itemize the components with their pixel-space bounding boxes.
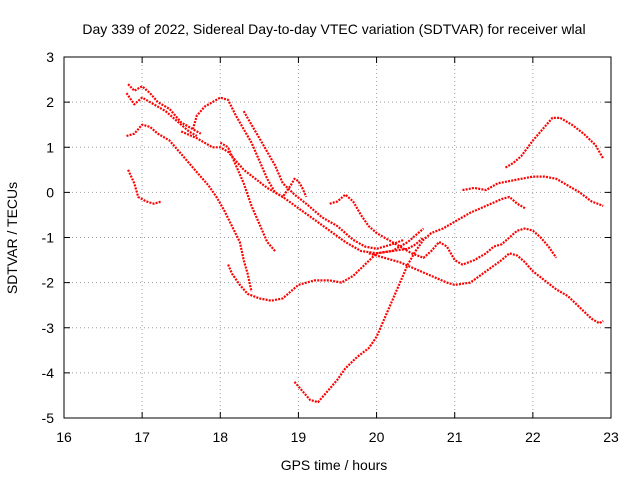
- x-tick-label: 20: [369, 429, 385, 445]
- series-arc-10: [329, 193, 558, 266]
- y-tick-label: -2: [42, 275, 55, 291]
- series-arc-13: [462, 175, 604, 207]
- y-tick-label: -5: [42, 410, 55, 426]
- y-tick-label: 2: [46, 94, 54, 110]
- series-arc-9: [227, 236, 425, 302]
- series-arc-8: [242, 110, 405, 250]
- x-tick-label: 18: [212, 429, 228, 445]
- y-tick-label: -4: [42, 365, 55, 381]
- y-tick-label: -1: [42, 230, 55, 246]
- series-arc-14: [504, 116, 605, 169]
- series-arc-5: [127, 169, 163, 205]
- chart-title: Day 339 of 2022, Sidereal Day-to-day VTE…: [82, 21, 585, 37]
- x-tick-label: 22: [525, 429, 541, 445]
- data-series-group: [125, 83, 605, 404]
- series-arc-12: [368, 252, 604, 325]
- y-tick-label: 0: [46, 184, 54, 200]
- series-arc-1: [127, 83, 202, 135]
- y-tick-label: 1: [46, 139, 54, 155]
- y-axis-label: SDTVAR / TECUs: [4, 182, 20, 294]
- y-tick-label: 3: [46, 49, 54, 65]
- x-tick-label: 23: [603, 429, 619, 445]
- series-arc-11: [293, 195, 526, 404]
- x-axis-label: GPS time / hours: [281, 457, 388, 473]
- series-arc-4: [191, 96, 308, 198]
- series-arc-3: [126, 123, 253, 292]
- x-tick-label: 17: [134, 429, 150, 445]
- x-tick-label: 16: [56, 429, 72, 445]
- grid: [64, 57, 611, 418]
- x-tick-label: 21: [447, 429, 463, 445]
- series-arc-2: [125, 92, 198, 137]
- x-tick-label: 19: [291, 429, 307, 445]
- y-tick-label: -3: [42, 320, 55, 336]
